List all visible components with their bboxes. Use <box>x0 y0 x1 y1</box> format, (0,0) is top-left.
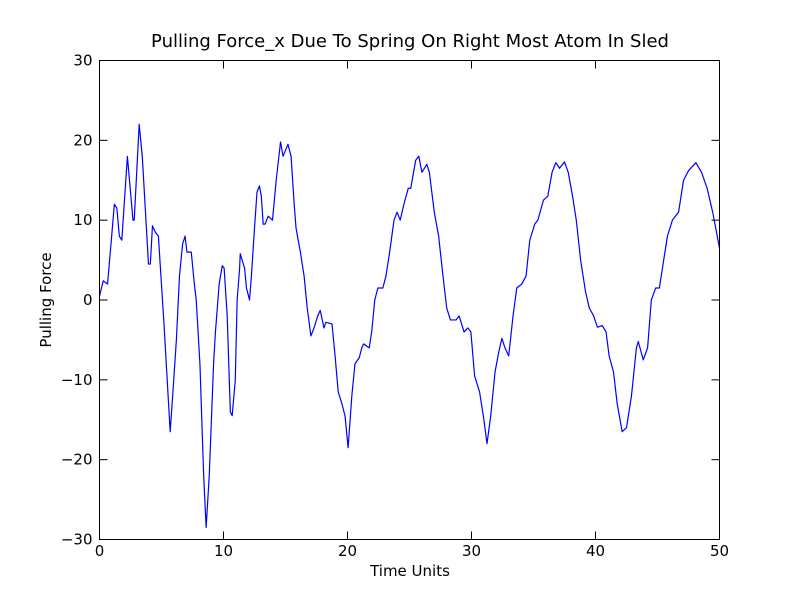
y-tick-label: −20 <box>61 451 93 469</box>
x-tick-label: 30 <box>462 542 481 560</box>
y-axis-label: Pulling Force <box>37 252 55 347</box>
plot-area <box>98 123 721 529</box>
y-tick-label: −10 <box>61 371 93 389</box>
y-tick-label: 20 <box>73 131 92 149</box>
y-tick-label: −30 <box>61 531 93 549</box>
x-tick-label: 50 <box>710 542 729 560</box>
x-tick-label: 10 <box>214 542 233 560</box>
data-line <box>98 123 721 529</box>
y-tick-label: 0 <box>83 291 93 309</box>
x-tick-label: 0 <box>95 542 105 560</box>
x-tick-label: 20 <box>338 542 357 560</box>
x-axis-label: Time Units <box>369 562 450 580</box>
y-tick-label: 30 <box>73 52 92 70</box>
x-tick-label: 40 <box>586 542 605 560</box>
y-tick-label: 10 <box>73 211 92 229</box>
chart-title: Pulling Force_x Due To Spring On Right M… <box>151 31 669 52</box>
